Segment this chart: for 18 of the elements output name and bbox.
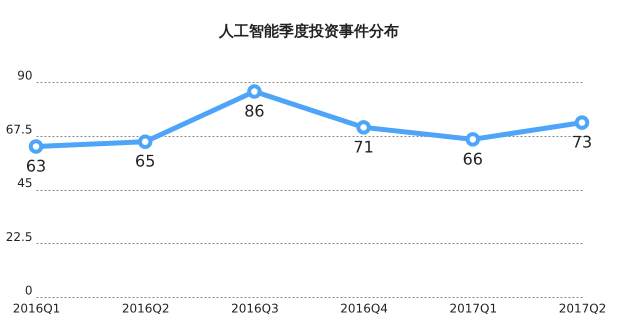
data-label: 66: [462, 149, 483, 168]
y-tick-label: 22.5: [6, 230, 32, 244]
x-tick-label: 2017Q1: [449, 302, 498, 316]
data-label: 65: [135, 152, 156, 171]
chart-title: 人工智能季度投资事件分布: [218, 22, 399, 40]
data-label: 86: [244, 102, 265, 121]
x-tick-label: 2016Q4: [340, 302, 388, 316]
x-tick-label: 2016Q1: [12, 302, 60, 316]
data-label: 63: [26, 156, 46, 176]
data-label: 71: [353, 137, 374, 156]
y-tick-label: 67.5: [6, 122, 32, 136]
y-tick-label: 0: [24, 284, 32, 298]
data-label: 73: [572, 132, 592, 152]
x-tick-label: 2017Q2: [558, 302, 606, 316]
y-tick-label: 45: [17, 176, 32, 190]
x-tick-label: 2016Q3: [231, 302, 279, 316]
y-tick-label: 90: [17, 68, 32, 82]
x-tick-label: 2016Q2: [122, 302, 170, 316]
